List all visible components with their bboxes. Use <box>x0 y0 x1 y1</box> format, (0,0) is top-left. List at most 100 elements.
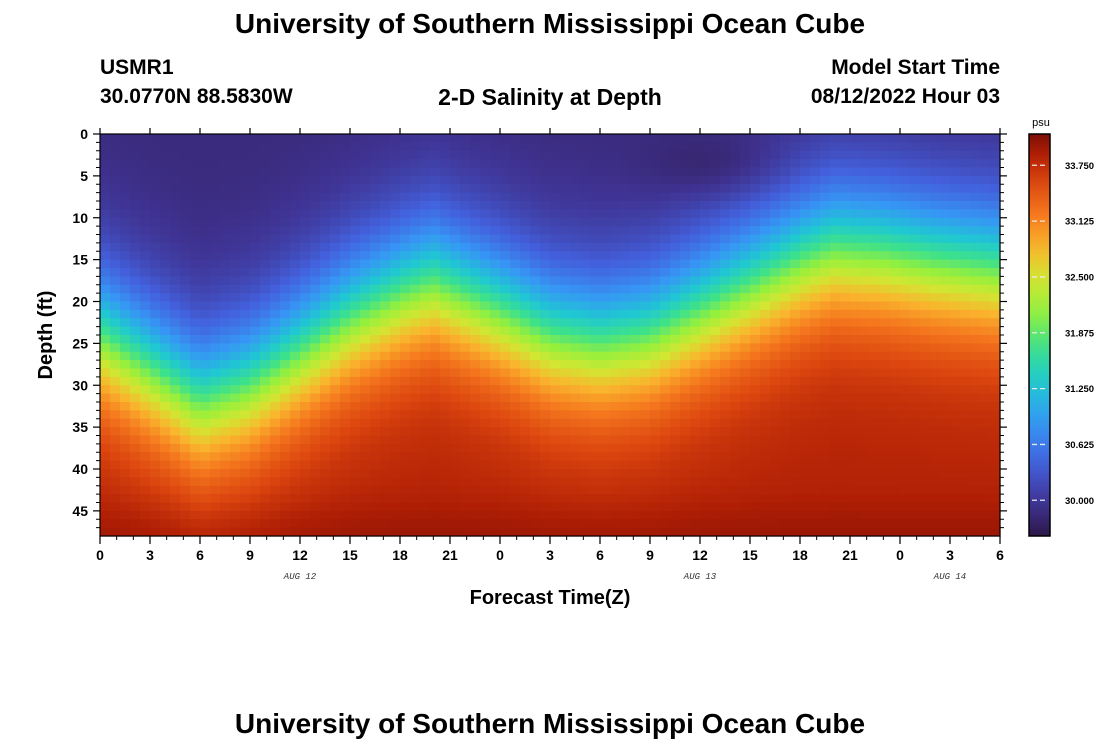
heat-cell <box>210 242 221 252</box>
heat-cell <box>230 226 241 236</box>
heat-cell <box>160 242 171 252</box>
heat-cell <box>940 494 951 504</box>
heat-cell <box>390 452 401 462</box>
heat-cell <box>940 510 951 520</box>
heat-cell <box>560 201 571 210</box>
heat-cell <box>480 175 491 185</box>
heat-cell <box>170 301 181 311</box>
heat-cell <box>460 301 471 311</box>
heat-cell <box>850 284 861 294</box>
heat-cell <box>440 485 451 495</box>
heat-cell <box>150 209 161 219</box>
heat-cell <box>980 510 991 520</box>
heat-cell <box>620 510 631 520</box>
heat-cell <box>780 368 791 378</box>
heat-cell <box>320 360 331 370</box>
heat-cell <box>830 393 841 403</box>
heat-cell <box>650 318 661 328</box>
heat-cell <box>540 385 551 395</box>
heat-cell <box>410 242 421 252</box>
heat-cell <box>750 293 761 303</box>
heat-cell <box>830 376 841 386</box>
heat-cell <box>640 242 651 252</box>
heat-cell <box>360 318 371 328</box>
heat-cell <box>520 351 531 361</box>
heat-cell <box>630 318 641 328</box>
heat-cell <box>590 284 601 294</box>
heat-cell <box>800 159 811 169</box>
heat-cell <box>620 402 631 411</box>
heat-cell <box>290 284 301 294</box>
heat-cell <box>260 351 271 361</box>
heat-cell <box>300 469 311 478</box>
heat-cell <box>810 242 821 252</box>
heat-cell <box>350 376 361 386</box>
heat-cell <box>550 234 561 244</box>
heat-cell <box>910 150 921 160</box>
heat-cell <box>360 150 371 160</box>
heat-cell <box>130 184 141 194</box>
heat-cell <box>770 226 781 236</box>
heat-cell <box>800 494 811 504</box>
heat-cell <box>180 318 191 328</box>
heat-cell <box>890 142 901 152</box>
heat-cell <box>370 217 381 227</box>
heat-cell <box>640 268 651 277</box>
heat-cell <box>620 452 631 462</box>
heat-cell <box>610 192 621 202</box>
heat-cell <box>670 192 681 202</box>
heat-cell <box>410 360 421 370</box>
heat-cell <box>270 259 281 269</box>
heat-cell <box>400 309 411 319</box>
heat-cell <box>340 226 351 236</box>
heat-cell <box>760 376 771 386</box>
heat-cell <box>100 510 111 520</box>
heat-cell <box>770 318 781 328</box>
heat-cell <box>500 477 511 487</box>
heat-cell <box>390 226 401 236</box>
heat-cell <box>730 201 741 210</box>
heat-cell <box>570 427 581 437</box>
heat-cell <box>940 393 951 403</box>
heat-cell <box>120 284 131 294</box>
heat-cell <box>300 494 311 504</box>
heat-cell <box>810 192 821 202</box>
heat-cell <box>340 519 351 529</box>
heat-cell <box>130 477 141 487</box>
heat-cell <box>250 242 261 252</box>
heat-cell <box>660 443 671 453</box>
heat-cell <box>420 242 431 252</box>
heat-cell <box>810 368 821 378</box>
heat-cell <box>180 276 191 286</box>
heat-cell <box>130 192 141 202</box>
heat-cell <box>140 309 151 319</box>
heat-cell <box>610 301 621 311</box>
heat-cell <box>790 410 801 420</box>
heat-cell <box>290 309 301 319</box>
heat-cell <box>700 293 711 303</box>
heat-cell <box>110 385 121 395</box>
heat-cell <box>560 175 571 185</box>
heat-cell <box>190 175 201 185</box>
heat-cell <box>300 427 311 437</box>
heat-cell <box>530 460 541 470</box>
heat-cell <box>140 276 151 286</box>
heat-cell <box>350 150 361 160</box>
heat-cell <box>740 527 751 537</box>
heat-cell <box>850 427 861 437</box>
heat-cell <box>280 402 291 411</box>
heat-cell <box>580 318 591 328</box>
heat-cell <box>600 519 611 529</box>
heat-cell <box>650 494 661 504</box>
heat-cell <box>850 175 861 185</box>
heat-cell <box>150 527 161 537</box>
heat-cell <box>400 142 411 152</box>
heat-cell <box>720 201 731 210</box>
heat-cell <box>800 376 811 386</box>
heat-cell <box>840 209 851 219</box>
heat-cell <box>310 510 321 520</box>
heat-cell <box>590 343 601 353</box>
heat-cell <box>340 527 351 537</box>
heat-cell <box>100 485 111 495</box>
heat-cell <box>830 242 841 252</box>
